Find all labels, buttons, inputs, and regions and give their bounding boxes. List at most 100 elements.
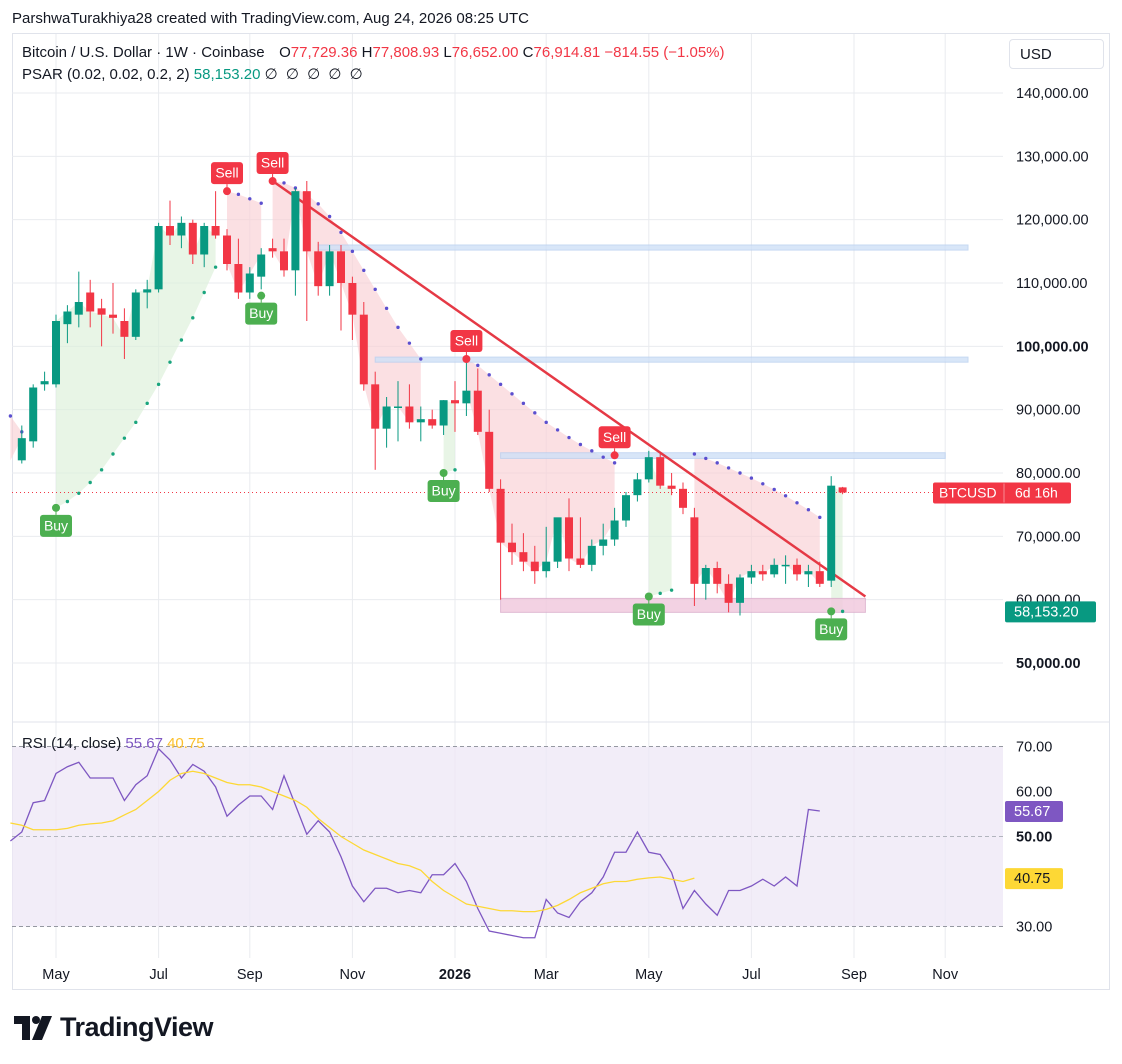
- candle-body: [29, 387, 38, 442]
- candle-body: [371, 384, 380, 429]
- candle: [553, 517, 562, 568]
- candle: [576, 517, 585, 568]
- candle: [736, 574, 744, 616]
- candle: [587, 539, 596, 572]
- signal-label: Buy: [432, 483, 456, 499]
- psar-dot: [533, 411, 537, 415]
- rsi-tag-bg: [1005, 800, 1063, 822]
- rsi-tick-label: 60.00: [1016, 785, 1052, 801]
- psar-value-tag: 58,153.20: [1005, 601, 1096, 623]
- psar-dot: [749, 476, 754, 480]
- candle-body: [747, 571, 756, 578]
- candle: [314, 241, 323, 296]
- rsi-value-tag: 55.67: [1005, 800, 1063, 822]
- candle-body: [17, 438, 26, 461]
- candle: [52, 314, 60, 388]
- candle-body: [599, 539, 608, 546]
- candle-body: [587, 545, 596, 565]
- buy-signal: Buy: [632, 592, 665, 626]
- candle: [63, 305, 72, 344]
- candle: [622, 492, 630, 527]
- candle-body: [701, 568, 710, 584]
- time-tick-label: Sep: [237, 967, 263, 983]
- candle-body: [428, 419, 437, 426]
- time-tick-label: Jul: [742, 967, 761, 983]
- candle: [793, 558, 801, 581]
- signal-box: [598, 426, 631, 449]
- psar-label[interactable]: PSAR (0.02, 0.02, 0.2, 2): [22, 66, 190, 83]
- time-tick-label: Jul: [149, 967, 168, 983]
- candle: [519, 533, 528, 572]
- candle-body: [314, 251, 323, 287]
- buy-signal: Buy: [815, 607, 848, 641]
- candle-body: [713, 568, 722, 584]
- candle: [245, 267, 254, 299]
- candle: [781, 555, 790, 584]
- candle-body: [143, 289, 152, 293]
- signal-box: [245, 302, 278, 325]
- psar-dot: [761, 482, 765, 486]
- candle: [508, 523, 516, 565]
- candle: [348, 276, 357, 340]
- psar-dot: [806, 508, 811, 512]
- candle-body: [622, 495, 630, 521]
- candle: [690, 507, 699, 606]
- candle-body: [268, 248, 277, 252]
- candle: [143, 279, 152, 309]
- candle: [97, 298, 106, 347]
- price-tick-label: 110,000.00: [1016, 276, 1088, 292]
- candle: [815, 561, 824, 587]
- candle-body: [416, 419, 425, 423]
- psar-tag-label: 58,153.20: [1014, 604, 1079, 620]
- resistance-zone: [374, 356, 969, 363]
- candle-body: [644, 457, 653, 480]
- signal-label: Buy: [637, 606, 661, 622]
- candle: [177, 216, 186, 249]
- candle-body: [462, 390, 471, 404]
- candle-body: [223, 235, 231, 264]
- currency-button[interactable]: USD: [1009, 39, 1104, 69]
- candle-body: [188, 222, 197, 255]
- candle: [234, 238, 243, 299]
- candle: [565, 498, 573, 572]
- psar-fill-below: [648, 457, 672, 597]
- price-tick-label: 140,000.00: [1016, 86, 1089, 102]
- signal-box: [815, 618, 848, 641]
- psar-dot: [396, 325, 400, 330]
- sell-signal: Sell: [450, 330, 483, 363]
- last-price-tag: BTCUSD 6d 16h: [933, 482, 1071, 504]
- candle: [302, 181, 311, 321]
- symbol-title[interactable]: Bitcoin / U.S. Dollar · 1W · Coinbase: [22, 44, 265, 61]
- time-tick-label: May: [635, 967, 663, 983]
- psar-dot: [282, 181, 286, 185]
- candle-body: [63, 311, 72, 325]
- candle-body: [348, 283, 357, 315]
- candle-body: [576, 558, 585, 565]
- candle-body: [724, 583, 733, 603]
- candle-body: [280, 251, 288, 271]
- candle: [485, 409, 494, 492]
- psar-dot: [156, 382, 161, 387]
- signal-box: [450, 330, 483, 352]
- price-tick-label: 100,000.00: [1016, 339, 1089, 355]
- psar-dot: [510, 392, 514, 396]
- candle-body: [553, 517, 562, 562]
- candle: [325, 245, 334, 296]
- price-tick-label: 90,000.00: [1016, 403, 1081, 419]
- resistance-zone: [500, 452, 946, 459]
- psar-dot: [77, 491, 81, 495]
- rsi-tick-label: 50.00: [1016, 830, 1052, 846]
- candle-body: [679, 488, 687, 508]
- tradingview-logo[interactable]: TradingView: [14, 1012, 214, 1043]
- candle: [416, 406, 425, 442]
- rsi-label[interactable]: RSI (14, close): [22, 735, 122, 752]
- last-price-tag-bg: [933, 482, 1071, 504]
- candle: [17, 425, 26, 464]
- time-axis: May Jul Sep Nov 2026 Mar May Jul Sep Nov: [42, 967, 959, 983]
- rsi-axis: 70.00 60.00 50.00 30.00: [1016, 740, 1052, 936]
- time-tick-label: Mar: [534, 967, 559, 983]
- psar-dot: [544, 420, 548, 425]
- rsi-tag-label: 55.67: [1014, 804, 1050, 820]
- psar-dot: [521, 401, 526, 406]
